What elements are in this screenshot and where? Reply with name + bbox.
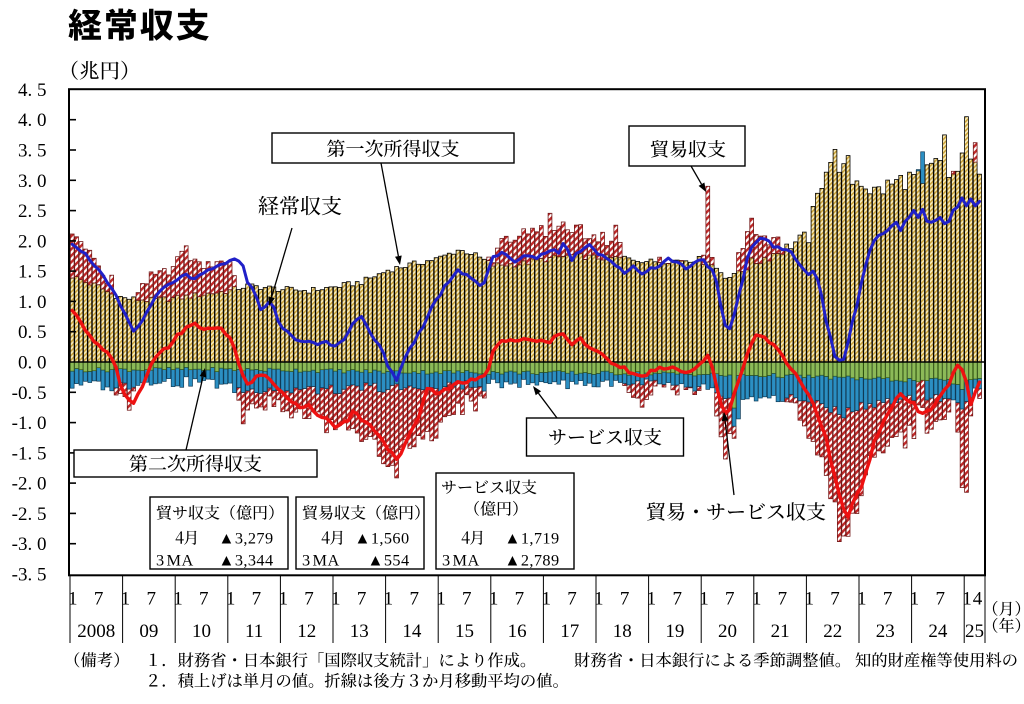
svg-text:▲1,719: ▲1,719 bbox=[504, 529, 559, 548]
svg-text:25: 25 bbox=[965, 621, 984, 642]
svg-text:1: 1 bbox=[278, 589, 288, 610]
svg-text:1: 1 bbox=[331, 589, 341, 610]
svg-text:3. 5: 3. 5 bbox=[18, 141, 47, 162]
svg-text:20: 20 bbox=[718, 621, 737, 642]
svg-text:1: 1 bbox=[857, 589, 867, 610]
svg-text:1. 0: 1. 0 bbox=[18, 292, 47, 313]
svg-text:7: 7 bbox=[515, 589, 525, 610]
svg-text:-2. 0: -2. 0 bbox=[12, 474, 47, 495]
svg-text:▲1,560: ▲1,560 bbox=[354, 529, 409, 548]
svg-text:MA: MA bbox=[167, 551, 194, 570]
svg-text:7: 7 bbox=[357, 589, 367, 610]
svg-text:▲3,344: ▲3,344 bbox=[218, 551, 273, 570]
svg-text:1: 1 bbox=[173, 589, 183, 610]
svg-text:7: 7 bbox=[146, 589, 156, 610]
svg-text:▲554: ▲554 bbox=[367, 551, 409, 570]
svg-text:19: 19 bbox=[665, 621, 684, 642]
svg-text:-1. 0: -1. 0 bbox=[12, 413, 47, 434]
svg-text:1: 1 bbox=[436, 589, 446, 610]
svg-text:2008: 2008 bbox=[77, 621, 115, 642]
svg-text:1: 1 bbox=[68, 589, 78, 610]
svg-text:0. 0: 0. 0 bbox=[18, 353, 47, 374]
svg-text:1: 1 bbox=[804, 589, 814, 610]
svg-text:11: 11 bbox=[245, 621, 263, 642]
svg-text:1: 1 bbox=[489, 589, 499, 610]
svg-text:4: 4 bbox=[973, 589, 983, 610]
svg-text:18: 18 bbox=[613, 621, 632, 642]
svg-text:12: 12 bbox=[297, 621, 316, 642]
svg-text:7: 7 bbox=[672, 589, 682, 610]
svg-text:1: 1 bbox=[121, 589, 131, 610]
svg-text:1: 1 bbox=[752, 589, 762, 610]
svg-text:7: 7 bbox=[935, 589, 945, 610]
svg-text:7: 7 bbox=[830, 589, 840, 610]
svg-text:21: 21 bbox=[771, 621, 790, 642]
svg-text:24: 24 bbox=[928, 621, 948, 642]
svg-text:-3. 5: -3. 5 bbox=[12, 565, 47, 586]
svg-text:7: 7 bbox=[199, 589, 209, 610]
svg-text:22: 22 bbox=[823, 621, 842, 642]
svg-text:1: 1 bbox=[962, 589, 972, 610]
svg-text:7: 7 bbox=[725, 589, 735, 610]
svg-text:-1. 5: -1. 5 bbox=[12, 443, 47, 464]
svg-text:1: 1 bbox=[226, 589, 236, 610]
svg-text:MA: MA bbox=[313, 551, 340, 570]
svg-text:10: 10 bbox=[192, 621, 211, 642]
svg-text:▲2,789: ▲2,789 bbox=[504, 551, 559, 570]
svg-text:7: 7 bbox=[778, 589, 788, 610]
svg-text:09: 09 bbox=[139, 621, 158, 642]
svg-text:2. 5: 2. 5 bbox=[18, 201, 47, 222]
svg-text:1: 1 bbox=[384, 589, 394, 610]
svg-text:3: 3 bbox=[302, 551, 310, 570]
svg-text:1: 1 bbox=[647, 589, 657, 610]
svg-text:MA: MA bbox=[453, 551, 480, 570]
svg-text:3: 3 bbox=[442, 551, 450, 570]
svg-text:3. 0: 3. 0 bbox=[18, 171, 47, 192]
svg-text:16: 16 bbox=[508, 621, 527, 642]
svg-text:-2. 5: -2. 5 bbox=[12, 504, 47, 525]
svg-text:7: 7 bbox=[567, 589, 577, 610]
svg-text:1: 1 bbox=[594, 589, 604, 610]
svg-text:7: 7 bbox=[462, 589, 472, 610]
svg-text:▲3,279: ▲3,279 bbox=[218, 529, 273, 548]
svg-text:4. 0: 4. 0 bbox=[18, 110, 47, 131]
svg-text:1. 5: 1. 5 bbox=[18, 262, 47, 283]
svg-text:1: 1 bbox=[541, 589, 551, 610]
svg-text:23: 23 bbox=[876, 621, 895, 642]
svg-text:1: 1 bbox=[910, 589, 920, 610]
svg-text:3: 3 bbox=[156, 551, 164, 570]
svg-text:-3. 0: -3. 0 bbox=[12, 534, 47, 555]
svg-text:-0. 5: -0. 5 bbox=[12, 383, 47, 404]
svg-text:2. 0: 2. 0 bbox=[18, 231, 47, 252]
svg-text:7: 7 bbox=[409, 589, 419, 610]
svg-text:7: 7 bbox=[94, 589, 104, 610]
svg-text:4. 5: 4. 5 bbox=[18, 80, 47, 101]
svg-text:15: 15 bbox=[455, 621, 474, 642]
svg-text:17: 17 bbox=[560, 621, 579, 642]
svg-text:7: 7 bbox=[252, 589, 262, 610]
svg-text:7: 7 bbox=[620, 589, 630, 610]
svg-text:7: 7 bbox=[304, 589, 314, 610]
svg-text:0. 5: 0. 5 bbox=[18, 322, 47, 343]
svg-text:7: 7 bbox=[883, 589, 893, 610]
svg-text:14: 14 bbox=[402, 621, 422, 642]
svg-text:13: 13 bbox=[350, 621, 369, 642]
svg-text:1: 1 bbox=[699, 589, 709, 610]
